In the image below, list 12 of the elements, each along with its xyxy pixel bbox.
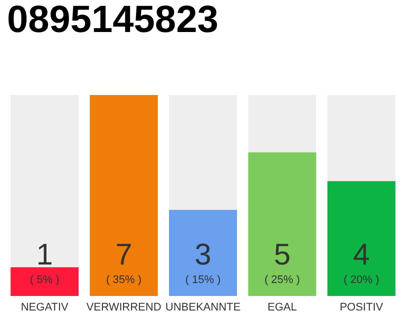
x-tick-label: UNBEKANNTE — [165, 302, 241, 314]
data-label: 7 ( 35% ) — [106, 238, 142, 286]
x-tick-label: POSITIV — [340, 302, 384, 314]
chart-title: 0895145823 — [7, 0, 218, 41]
data-label: 3 ( 15% ) — [185, 238, 221, 286]
bar — [10, 267, 79, 296]
data-label: 4 ( 20% ) — [344, 238, 380, 286]
data-label: 1 ( 5% ) — [30, 238, 60, 286]
data-label: 5 ( 25% ) — [264, 238, 300, 286]
x-tick-label: VERWIRREND — [86, 302, 162, 314]
x-tick-label: EGAL — [268, 302, 297, 314]
x-tick-label: NEGATIV — [20, 302, 69, 314]
